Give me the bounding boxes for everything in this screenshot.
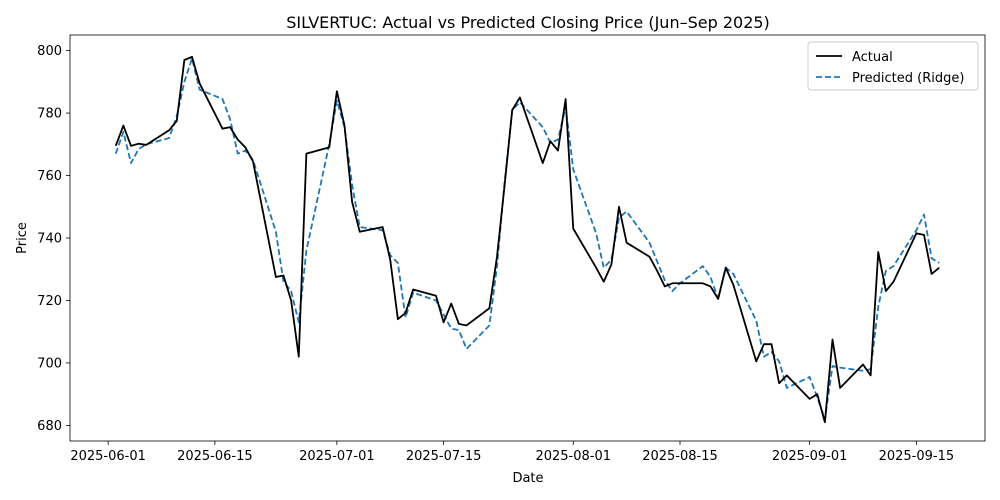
series-layer — [114, 55, 940, 424]
x-tick-label: 2025-07-01 — [299, 449, 375, 464]
y-axis-label: Price — [15, 222, 30, 254]
y-tick-label: 740 — [37, 232, 62, 247]
x-tick-label: 2025-08-01 — [535, 449, 611, 464]
x-tick-label: 2025-09-15 — [879, 449, 955, 464]
plot-area — [70, 35, 985, 441]
x-tick-label: 2025-06-15 — [177, 449, 253, 464]
y-tick-label: 800 — [37, 44, 62, 59]
y-axis: 680 700 720 740 760 780 800 — [37, 44, 70, 434]
series-line-predicted — [114, 57, 940, 421]
chart-title: SILVERTUC: Actual vs Predicted Closing P… — [286, 13, 770, 32]
y-tick-label: 700 — [37, 356, 62, 371]
y-tick-label: 680 — [37, 419, 62, 434]
x-axis-label: Date — [512, 471, 543, 486]
plot-frame — [69, 34, 986, 442]
y-tick-label: 780 — [37, 107, 62, 122]
legend: Actual Predicted (Ridge) — [807, 41, 979, 91]
x-tick-label: 2025-06-01 — [70, 449, 146, 464]
y-tick-label: 720 — [37, 294, 62, 309]
legend-label-actual: Actual — [852, 50, 893, 65]
x-tick-label: 2025-09-01 — [772, 449, 848, 464]
series-line-actual — [114, 55, 940, 424]
legend-box — [807, 41, 979, 91]
x-axis: 2025-06-01 2025-06-15 2025-07-01 2025-07-15… — [70, 441, 954, 464]
legend-label-predicted: Predicted (Ridge) — [852, 71, 964, 86]
y-tick-label: 760 — [37, 169, 62, 184]
x-tick-label: 2025-07-15 — [406, 449, 482, 464]
x-tick-label: 2025-08-15 — [642, 449, 718, 464]
